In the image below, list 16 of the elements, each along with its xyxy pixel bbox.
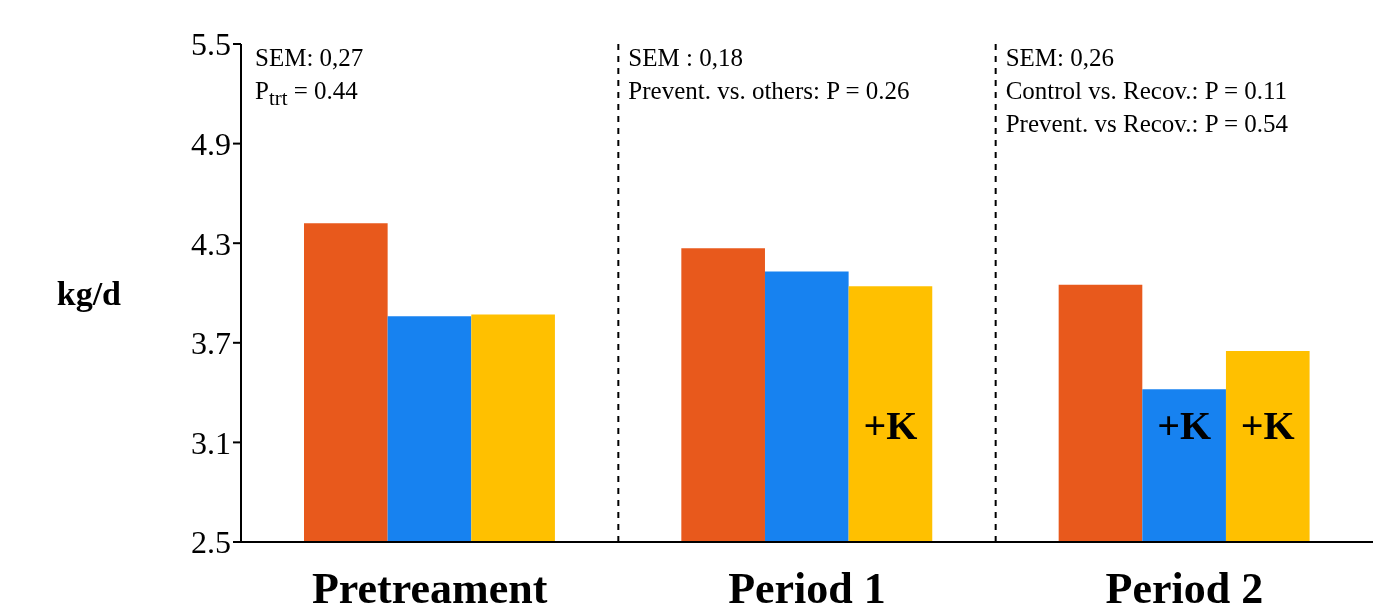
y-tick-label: 5.5: [191, 26, 231, 63]
annotation: SEM: 0,27 P$_{trt}$ = 0.44: [255, 43, 364, 112]
y-tick-label: 3.1: [191, 424, 231, 461]
data-label: +K: [863, 403, 918, 448]
x-tick-label: Period 2: [1105, 564, 1264, 607]
data-label: +K: [1157, 403, 1212, 448]
annotation: SEM: 0,26 Control vs. Recov.: P = 0.11 Prevent. vs Recov.: P = 0.54: [1005, 43, 1289, 139]
y-tick-label: 4.9: [191, 125, 231, 162]
y-tick-label: 3.7: [191, 325, 231, 362]
data-label: +K: [1240, 403, 1295, 448]
x-tick-label: Period 1: [728, 564, 886, 607]
y-axis-title: kg/d: [56, 275, 122, 313]
x-tick-label: Pretreament: [311, 564, 548, 607]
y-tick-label: 2.5: [191, 524, 231, 561]
annotation: SEM : 0,18 Prevent. vs. others: P = 0.26: [628, 43, 910, 106]
y-tick-label: 4.3: [191, 225, 231, 262]
